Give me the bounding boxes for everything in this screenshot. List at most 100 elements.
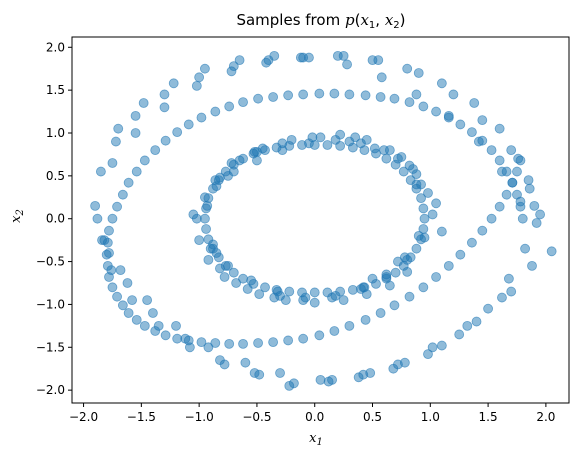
scatter-point bbox=[117, 189, 128, 200]
scatter-point bbox=[413, 68, 424, 78]
scatter-point bbox=[477, 225, 488, 236]
scatter-point bbox=[92, 213, 103, 224]
scatter-point bbox=[367, 55, 378, 66]
scatter-point bbox=[148, 308, 158, 318]
scatter-point bbox=[399, 252, 410, 263]
scatter-point bbox=[252, 155, 262, 166]
scatter-point bbox=[226, 158, 237, 168]
scatter-point bbox=[184, 342, 195, 353]
scatter-point bbox=[307, 132, 318, 143]
scatter-point bbox=[523, 175, 534, 186]
x-axis-label: x1 bbox=[309, 431, 323, 448]
scatter-point bbox=[234, 55, 245, 66]
scatter-point bbox=[194, 235, 205, 246]
y-axis-label: x2 bbox=[9, 209, 26, 223]
scatter-point bbox=[332, 50, 343, 61]
x-axis-ticks: −2.0 −1.5 −1.0 −0.5 0.0 0.5 1.0 1.5 2.0 bbox=[69, 403, 555, 424]
scatter-point bbox=[546, 246, 557, 257]
scatter-point bbox=[224, 101, 235, 112]
scatter-point bbox=[344, 89, 355, 100]
scatter-point bbox=[172, 127, 183, 138]
scatter-point bbox=[254, 369, 265, 380]
scatter-point bbox=[210, 106, 221, 117]
scatter-point bbox=[295, 52, 306, 63]
scatter-point bbox=[467, 237, 477, 248]
scatter-point bbox=[309, 297, 320, 308]
x-tick-label: 1.0 bbox=[421, 410, 440, 424]
scatter-point bbox=[314, 330, 325, 341]
scatter-point bbox=[107, 158, 118, 168]
scatter-point bbox=[223, 170, 233, 181]
scatter-point bbox=[112, 291, 122, 302]
scatter-point bbox=[416, 193, 426, 204]
scatter-point bbox=[384, 145, 395, 156]
scatter-point bbox=[150, 145, 161, 156]
scatter-point bbox=[497, 292, 507, 303]
y-tick-label: −1.0 bbox=[36, 297, 65, 311]
scatter-point bbox=[454, 329, 465, 340]
scatter-point bbox=[283, 335, 294, 346]
scatter-point bbox=[210, 338, 221, 348]
scatter-point bbox=[139, 155, 150, 166]
scatter-point bbox=[191, 80, 202, 91]
scatter-point bbox=[107, 282, 118, 293]
scatter-point bbox=[471, 316, 482, 327]
scatter-point bbox=[515, 196, 526, 207]
x-tick-label: 0.5 bbox=[363, 410, 382, 424]
scatter-point bbox=[402, 63, 413, 74]
scatter-point bbox=[376, 72, 387, 83]
scatter-point bbox=[253, 93, 263, 104]
x-tick-label: −1.0 bbox=[185, 410, 214, 424]
scatter-point bbox=[419, 213, 430, 224]
scatter-point bbox=[360, 314, 371, 325]
scatter-point bbox=[242, 284, 253, 294]
scatter-point bbox=[517, 213, 528, 224]
scatter-point bbox=[203, 254, 214, 265]
y-tick-label: 2.0 bbox=[46, 40, 65, 54]
scatter-point bbox=[483, 303, 493, 314]
scatter-point bbox=[402, 266, 413, 277]
scatter-point bbox=[115, 265, 126, 276]
y-tick-label: −0.5 bbox=[36, 255, 65, 269]
scatter-point bbox=[203, 342, 214, 353]
scatter-point bbox=[535, 209, 545, 220]
scatter-point bbox=[436, 226, 447, 237]
scatter-point bbox=[477, 115, 488, 126]
scatter-point bbox=[431, 272, 441, 282]
scatter-point bbox=[159, 102, 170, 113]
x-tick-label: 0.0 bbox=[305, 410, 324, 424]
scatter-point bbox=[97, 235, 107, 246]
scatter-point bbox=[160, 135, 171, 146]
x-tick-label: 2.0 bbox=[536, 410, 555, 424]
scatter-point bbox=[506, 145, 517, 156]
scatter-point bbox=[113, 123, 124, 134]
scatter-point bbox=[238, 97, 248, 108]
scatter-point bbox=[283, 90, 294, 101]
scatter-point bbox=[304, 52, 314, 63]
scatter-point bbox=[315, 132, 326, 143]
scatter-point bbox=[506, 286, 517, 297]
scatter-point bbox=[455, 249, 466, 260]
scatter-point bbox=[436, 78, 447, 89]
scatter-point bbox=[159, 89, 170, 100]
scatter-point bbox=[436, 340, 447, 351]
scatter-point bbox=[111, 136, 121, 147]
scatter-point bbox=[360, 90, 371, 101]
scatter-point bbox=[238, 338, 248, 349]
scatter-point bbox=[183, 119, 194, 130]
scatter-point bbox=[171, 320, 181, 331]
scatter-point bbox=[188, 209, 199, 220]
scatter-point bbox=[342, 59, 352, 70]
scatter-point bbox=[196, 112, 207, 123]
scatter-point bbox=[375, 92, 386, 102]
y-tick-label: 0.0 bbox=[46, 212, 65, 226]
scatter-point bbox=[411, 179, 422, 190]
y-tick-label: −2.0 bbox=[36, 383, 65, 397]
scatter-point bbox=[322, 140, 333, 150]
scatter-point bbox=[494, 201, 505, 212]
scatter-point bbox=[200, 213, 210, 224]
scatter-point bbox=[443, 260, 454, 271]
scatter-point bbox=[223, 260, 233, 271]
scatter-point bbox=[375, 308, 386, 318]
